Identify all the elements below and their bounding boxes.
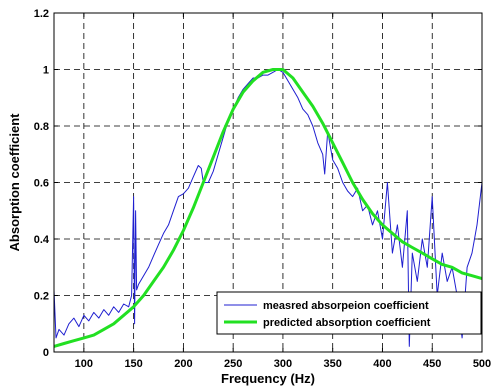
series-layer	[53, 68, 483, 348]
legend: measred absorpeion coefficient predicted …	[216, 291, 482, 335]
x-tick-label: 500	[473, 358, 491, 370]
y-tick-label: 1	[43, 65, 49, 77]
y-tick-label: 1.2	[34, 8, 49, 20]
x-axis-label: Frequency (Hz)	[221, 371, 315, 386]
x-tick-label: 400	[373, 358, 391, 370]
y-tick-label: 0	[43, 347, 49, 359]
x-tick-label: 250	[224, 358, 242, 370]
legend-label-measured: measred absorpeion coefficient	[263, 300, 429, 312]
x-tick-label: 300	[274, 358, 292, 370]
x-tick-label: 100	[75, 358, 93, 370]
y-axis-label: Absorption coefficient	[7, 113, 22, 252]
x-tick-label: 150	[124, 358, 142, 370]
x-tick-label: 450	[423, 358, 441, 370]
ticks: 100 150 200 250 300 350 400 450 500 0 0.2 0.4 0.6 0.8…	[34, 8, 491, 370]
y-tick-label: 0.6	[34, 178, 49, 190]
legend-box	[216, 291, 482, 335]
x-tick-label: 200	[174, 358, 192, 370]
y-tick-label: 0.4	[34, 234, 50, 246]
predicted-series-line	[53, 68, 483, 348]
y-tick-label: 0.8	[34, 121, 49, 133]
x-tick-label: 350	[324, 358, 342, 370]
y-tick-label: 0.2	[34, 291, 49, 303]
legend-label-predicted: predicted absorption coefficient	[263, 317, 431, 329]
